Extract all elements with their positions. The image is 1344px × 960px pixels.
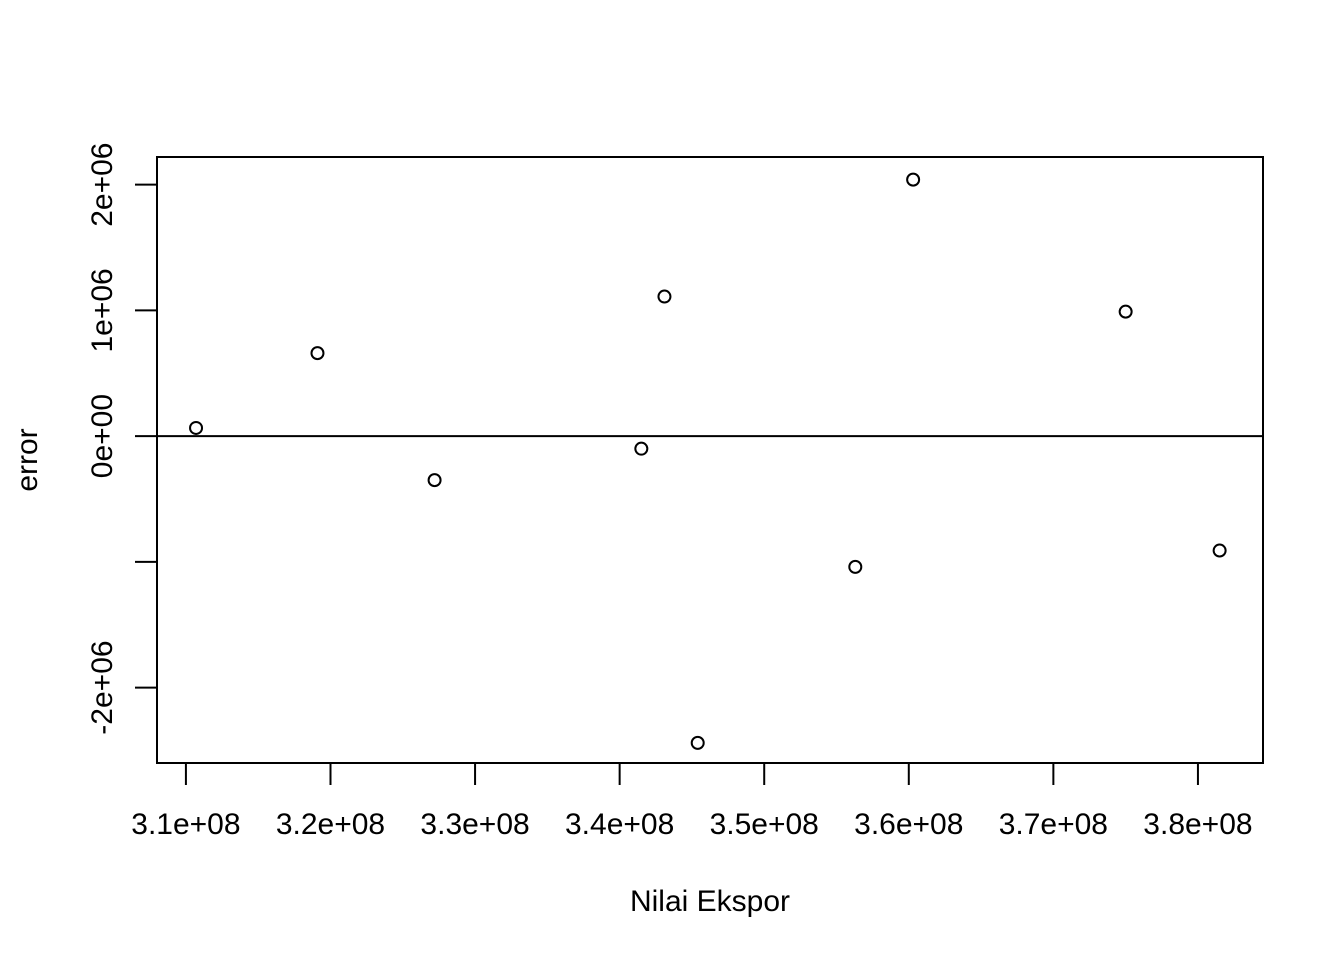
x-axis-label: Nilai Ekspor [630, 885, 790, 918]
x-tick-label: 3.4e+08 [565, 808, 674, 841]
data-point [189, 420, 204, 435]
data-point [1118, 304, 1133, 319]
x-tick-label: 3.3e+08 [420, 808, 529, 841]
data-point [657, 289, 672, 304]
x-tick-label: 3.8e+08 [1143, 808, 1252, 841]
y-tick-label: 1e+06 [86, 268, 119, 352]
data-points [189, 172, 1227, 750]
data-point [634, 441, 649, 456]
data-point [310, 346, 325, 361]
y-tick-label: 0e+00 [86, 394, 119, 478]
data-point [690, 735, 705, 750]
y-axis-label: error [11, 428, 44, 491]
data-point [427, 473, 442, 488]
y-tick-label: 2e+06 [86, 143, 119, 227]
x-tick-label: 3.7e+08 [999, 808, 1108, 841]
data-point [906, 172, 921, 187]
y-tick-label: -2e+06 [86, 640, 119, 734]
x-axis: 3.1e+08 3.2e+08 3.3e+08 3.4e+08 3.5e+08 3.6e+… [131, 762, 1253, 841]
y-axis: -2e+06 0e+00 1e+06 2e+06 [86, 143, 158, 735]
data-point [1212, 543, 1227, 558]
x-tick-label: 3.2e+08 [276, 808, 385, 841]
x-tick-label: 3.1e+08 [131, 808, 240, 841]
x-tick-label: 3.6e+08 [854, 808, 963, 841]
data-point [848, 559, 863, 574]
x-tick-label: 3.5e+08 [710, 808, 819, 841]
